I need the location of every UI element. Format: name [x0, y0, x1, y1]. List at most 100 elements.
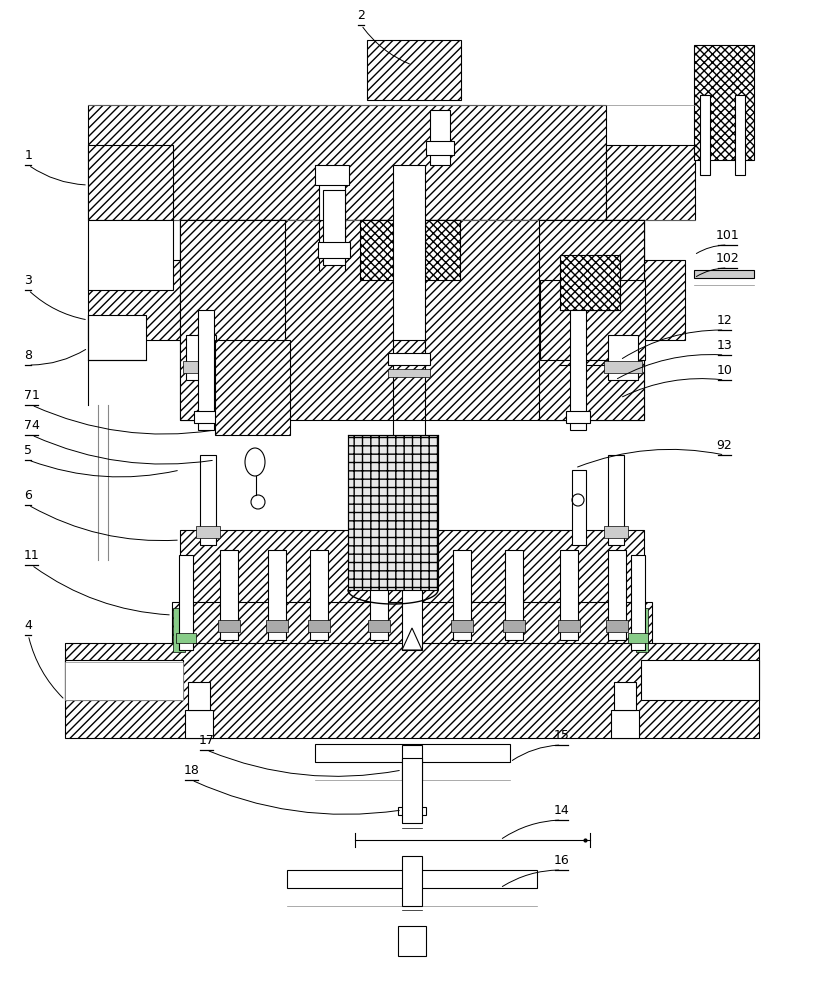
Bar: [604, 526, 628, 538]
Bar: [604, 361, 642, 373]
Bar: [188, 682, 210, 710]
Bar: [176, 633, 196, 643]
Text: 8: 8: [24, 349, 32, 362]
Bar: [402, 758, 422, 823]
Bar: [566, 411, 590, 423]
Bar: [268, 550, 286, 640]
Bar: [266, 620, 288, 632]
Bar: [308, 620, 330, 632]
Bar: [370, 550, 388, 640]
Text: 18: 18: [184, 764, 199, 777]
Bar: [393, 165, 425, 340]
Bar: [451, 620, 473, 632]
Bar: [558, 620, 580, 632]
Bar: [402, 745, 422, 780]
Bar: [200, 455, 216, 545]
Bar: [323, 190, 345, 265]
Text: 10: 10: [717, 364, 733, 377]
Bar: [218, 620, 240, 632]
Bar: [180, 220, 285, 420]
Bar: [402, 856, 422, 906]
Bar: [65, 643, 759, 738]
Bar: [180, 220, 644, 420]
Bar: [179, 555, 193, 650]
Bar: [430, 110, 450, 165]
Polygon shape: [402, 628, 422, 650]
Bar: [608, 335, 638, 380]
Bar: [215, 340, 290, 435]
Bar: [172, 602, 652, 650]
Bar: [194, 411, 218, 423]
Bar: [636, 608, 648, 652]
Bar: [614, 682, 636, 710]
Bar: [388, 369, 430, 377]
Bar: [628, 633, 648, 643]
Bar: [315, 744, 510, 762]
Bar: [185, 710, 213, 738]
Text: 6: 6: [25, 489, 32, 502]
Text: 3: 3: [25, 274, 32, 287]
Bar: [180, 220, 644, 340]
Bar: [88, 145, 173, 220]
Bar: [398, 926, 426, 956]
Bar: [65, 662, 183, 700]
Bar: [700, 95, 710, 175]
Bar: [503, 620, 525, 632]
Text: 1: 1: [25, 149, 32, 162]
Bar: [631, 555, 645, 650]
Bar: [611, 710, 639, 738]
Bar: [186, 335, 216, 380]
Bar: [608, 455, 624, 545]
Bar: [505, 550, 523, 640]
Bar: [570, 310, 586, 430]
Bar: [88, 315, 146, 360]
Bar: [367, 40, 461, 100]
Text: 101: 101: [716, 229, 740, 242]
Bar: [183, 361, 219, 373]
Bar: [360, 220, 460, 280]
Text: 4: 4: [25, 619, 32, 632]
Bar: [368, 620, 390, 632]
Bar: [88, 105, 606, 220]
Bar: [694, 270, 754, 278]
Bar: [220, 550, 238, 640]
Bar: [402, 570, 422, 650]
Bar: [348, 435, 438, 590]
Text: 92: 92: [717, 439, 733, 452]
Text: 11: 11: [24, 549, 40, 562]
Text: 2: 2: [358, 9, 365, 22]
Bar: [694, 45, 754, 160]
Bar: [641, 660, 759, 700]
Text: 15: 15: [554, 729, 569, 742]
Bar: [453, 550, 471, 640]
Bar: [606, 145, 695, 220]
Bar: [398, 807, 426, 815]
Bar: [539, 220, 644, 420]
Text: 74: 74: [24, 419, 40, 432]
Bar: [180, 530, 644, 620]
Text: 16: 16: [554, 854, 569, 867]
Text: 14: 14: [554, 804, 569, 817]
Bar: [540, 280, 645, 360]
Bar: [319, 170, 345, 220]
Bar: [65, 660, 183, 700]
Bar: [310, 550, 328, 640]
Bar: [555, 260, 685, 340]
Text: 13: 13: [717, 339, 733, 352]
Text: 12: 12: [717, 314, 733, 327]
Bar: [88, 260, 213, 340]
Bar: [287, 870, 537, 888]
Bar: [735, 95, 745, 175]
Text: 5: 5: [24, 444, 32, 457]
Bar: [88, 220, 173, 290]
Bar: [426, 141, 454, 155]
Bar: [315, 165, 349, 185]
Bar: [318, 242, 350, 258]
Bar: [198, 310, 214, 430]
Bar: [173, 608, 185, 652]
Text: 17: 17: [199, 734, 214, 747]
Bar: [388, 353, 430, 365]
Bar: [196, 526, 220, 538]
Bar: [608, 550, 626, 640]
Bar: [560, 255, 620, 310]
